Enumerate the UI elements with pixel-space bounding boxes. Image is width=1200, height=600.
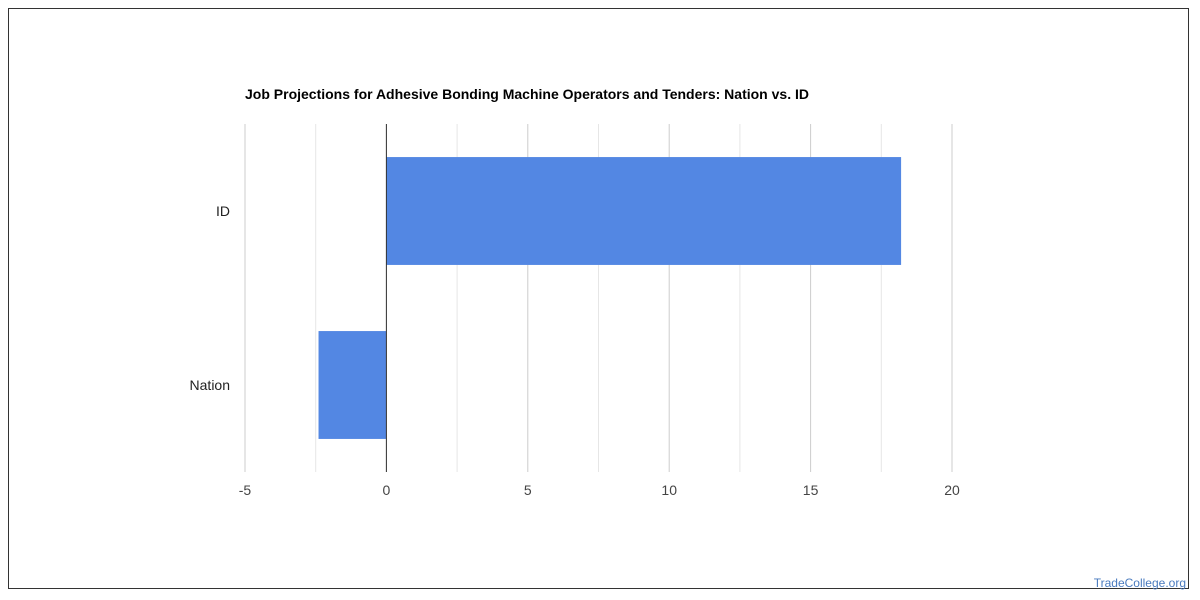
category-label-nation: Nation	[190, 377, 230, 393]
x-tick-label: 15	[803, 482, 819, 498]
x-tick-label: 20	[944, 482, 960, 498]
x-tick-label: 0	[383, 482, 391, 498]
bars	[318, 157, 902, 439]
category-label-id: ID	[216, 203, 230, 219]
chart-frame	[8, 8, 1189, 589]
x-tick-labels: -5 0 5 10 15 20	[239, 482, 960, 498]
bar-nation[interactable]	[318, 331, 387, 439]
category-labels: ID Nation	[190, 203, 230, 393]
x-tick-label: 10	[661, 482, 677, 498]
bar-id[interactable]	[386, 157, 902, 265]
watermark-link[interactable]: TradeCollege.org	[1093, 576, 1186, 590]
x-tick-label: -5	[239, 482, 252, 498]
chart-title: Job Projections for Adhesive Bonding Mac…	[245, 86, 809, 102]
x-tick-label: 5	[524, 482, 532, 498]
